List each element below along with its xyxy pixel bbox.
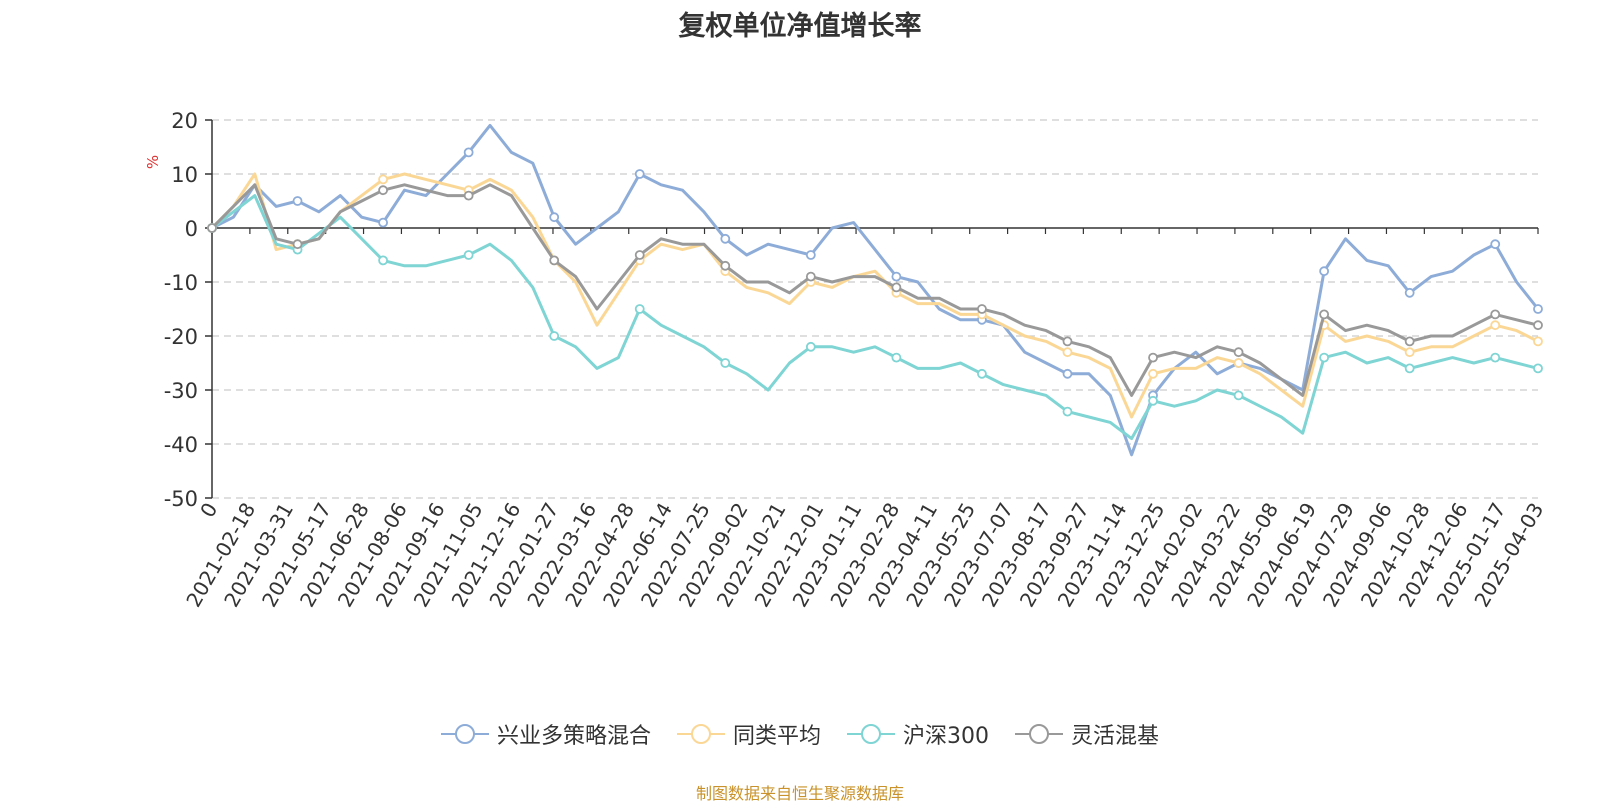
y-tick-label: -20 bbox=[164, 325, 198, 349]
x-tick-label: 0 bbox=[195, 499, 222, 522]
chart-title: 复权单位净值增长率 bbox=[678, 11, 922, 42]
series-point bbox=[1490, 239, 1501, 250]
y-tick-label: 10 bbox=[171, 163, 198, 187]
series-point bbox=[805, 341, 816, 352]
series-point bbox=[634, 169, 645, 179]
y-tick-label: 0 bbox=[185, 217, 198, 241]
legend-label: 灵活混基 bbox=[1071, 724, 1160, 749]
series-point bbox=[805, 250, 816, 260]
legend-symbol bbox=[1015, 724, 1063, 744]
legend-symbol bbox=[440, 724, 489, 744]
y-axis-label: % bbox=[144, 155, 162, 169]
series-point bbox=[549, 331, 560, 341]
series-point bbox=[634, 304, 645, 314]
series-point bbox=[720, 233, 731, 244]
legend-symbol bbox=[676, 724, 725, 744]
series-point bbox=[292, 239, 303, 250]
legend-label: 兴业多策略混合 bbox=[496, 724, 651, 749]
series-point bbox=[1533, 363, 1543, 374]
series-point bbox=[1533, 320, 1543, 331]
series-point bbox=[549, 255, 560, 266]
series-point bbox=[634, 250, 645, 260]
series-point bbox=[378, 255, 388, 266]
series-point bbox=[1490, 320, 1501, 331]
source-note: 制图数据来自恒生聚源数据库 bbox=[695, 784, 904, 803]
series-point bbox=[1490, 309, 1501, 320]
series-point bbox=[1404, 287, 1415, 298]
series-point bbox=[378, 217, 388, 228]
series-point bbox=[1404, 347, 1415, 358]
series-point bbox=[1533, 304, 1543, 314]
series-point bbox=[977, 368, 987, 379]
legend-symbol bbox=[847, 724, 895, 744]
series-point bbox=[463, 250, 474, 260]
series-point bbox=[891, 271, 902, 282]
series-point bbox=[207, 223, 217, 233]
series-line-1 bbox=[210, 172, 1539, 419]
legend-item[interactable]: 灵活混基 bbox=[1015, 718, 1159, 750]
series-point bbox=[805, 271, 816, 282]
series-point bbox=[1490, 352, 1501, 363]
series-point bbox=[1404, 336, 1415, 347]
series-line-0 bbox=[211, 123, 1540, 457]
series-point bbox=[1233, 358, 1244, 368]
legend-item[interactable]: 沪深300 bbox=[847, 718, 989, 750]
legend-label: 同类平均 bbox=[732, 724, 821, 749]
y-tick-label: -40 bbox=[164, 433, 198, 457]
series-point bbox=[1148, 395, 1158, 406]
series-point bbox=[1319, 352, 1330, 363]
y-tick-label: -10 bbox=[164, 271, 198, 295]
series-point bbox=[1233, 347, 1244, 358]
series-point bbox=[292, 196, 303, 206]
series-point bbox=[378, 174, 388, 185]
legend-item[interactable]: 兴业多策略混合 bbox=[440, 718, 651, 750]
series-line-3 bbox=[210, 183, 1539, 397]
series-point bbox=[720, 358, 731, 368]
series-point bbox=[977, 304, 987, 314]
series-line-2 bbox=[211, 194, 1539, 441]
series-point bbox=[549, 212, 560, 223]
series-point bbox=[1062, 406, 1073, 417]
series-point bbox=[1062, 336, 1073, 347]
series-point bbox=[891, 352, 902, 363]
legend-label: 沪深300 bbox=[903, 724, 989, 749]
series-point bbox=[378, 185, 388, 196]
series-point bbox=[1533, 336, 1543, 347]
line-chart: 20100-10-20-30-40-50%02021-02-182021-03-… bbox=[144, 109, 1548, 611]
series-point bbox=[1062, 368, 1073, 379]
series-point bbox=[1148, 368, 1158, 379]
series-point bbox=[1404, 363, 1415, 374]
legend-item[interactable]: 同类平均 bbox=[676, 718, 821, 750]
series-point bbox=[1148, 352, 1158, 363]
series-point bbox=[1233, 390, 1244, 401]
y-tick-label: 20 bbox=[171, 109, 198, 133]
series-point bbox=[720, 260, 731, 271]
series-point bbox=[1319, 309, 1330, 320]
legend: 兴业多策略混合 同类平均 沪深300 灵活混基 bbox=[0, 718, 1600, 750]
series-point bbox=[463, 190, 474, 201]
series-point bbox=[1319, 266, 1330, 277]
series-point bbox=[1062, 347, 1073, 358]
y-tick-label: -50 bbox=[164, 487, 198, 511]
y-tick-label: -30 bbox=[164, 379, 198, 403]
series-point bbox=[891, 282, 902, 293]
series-point bbox=[463, 147, 474, 158]
